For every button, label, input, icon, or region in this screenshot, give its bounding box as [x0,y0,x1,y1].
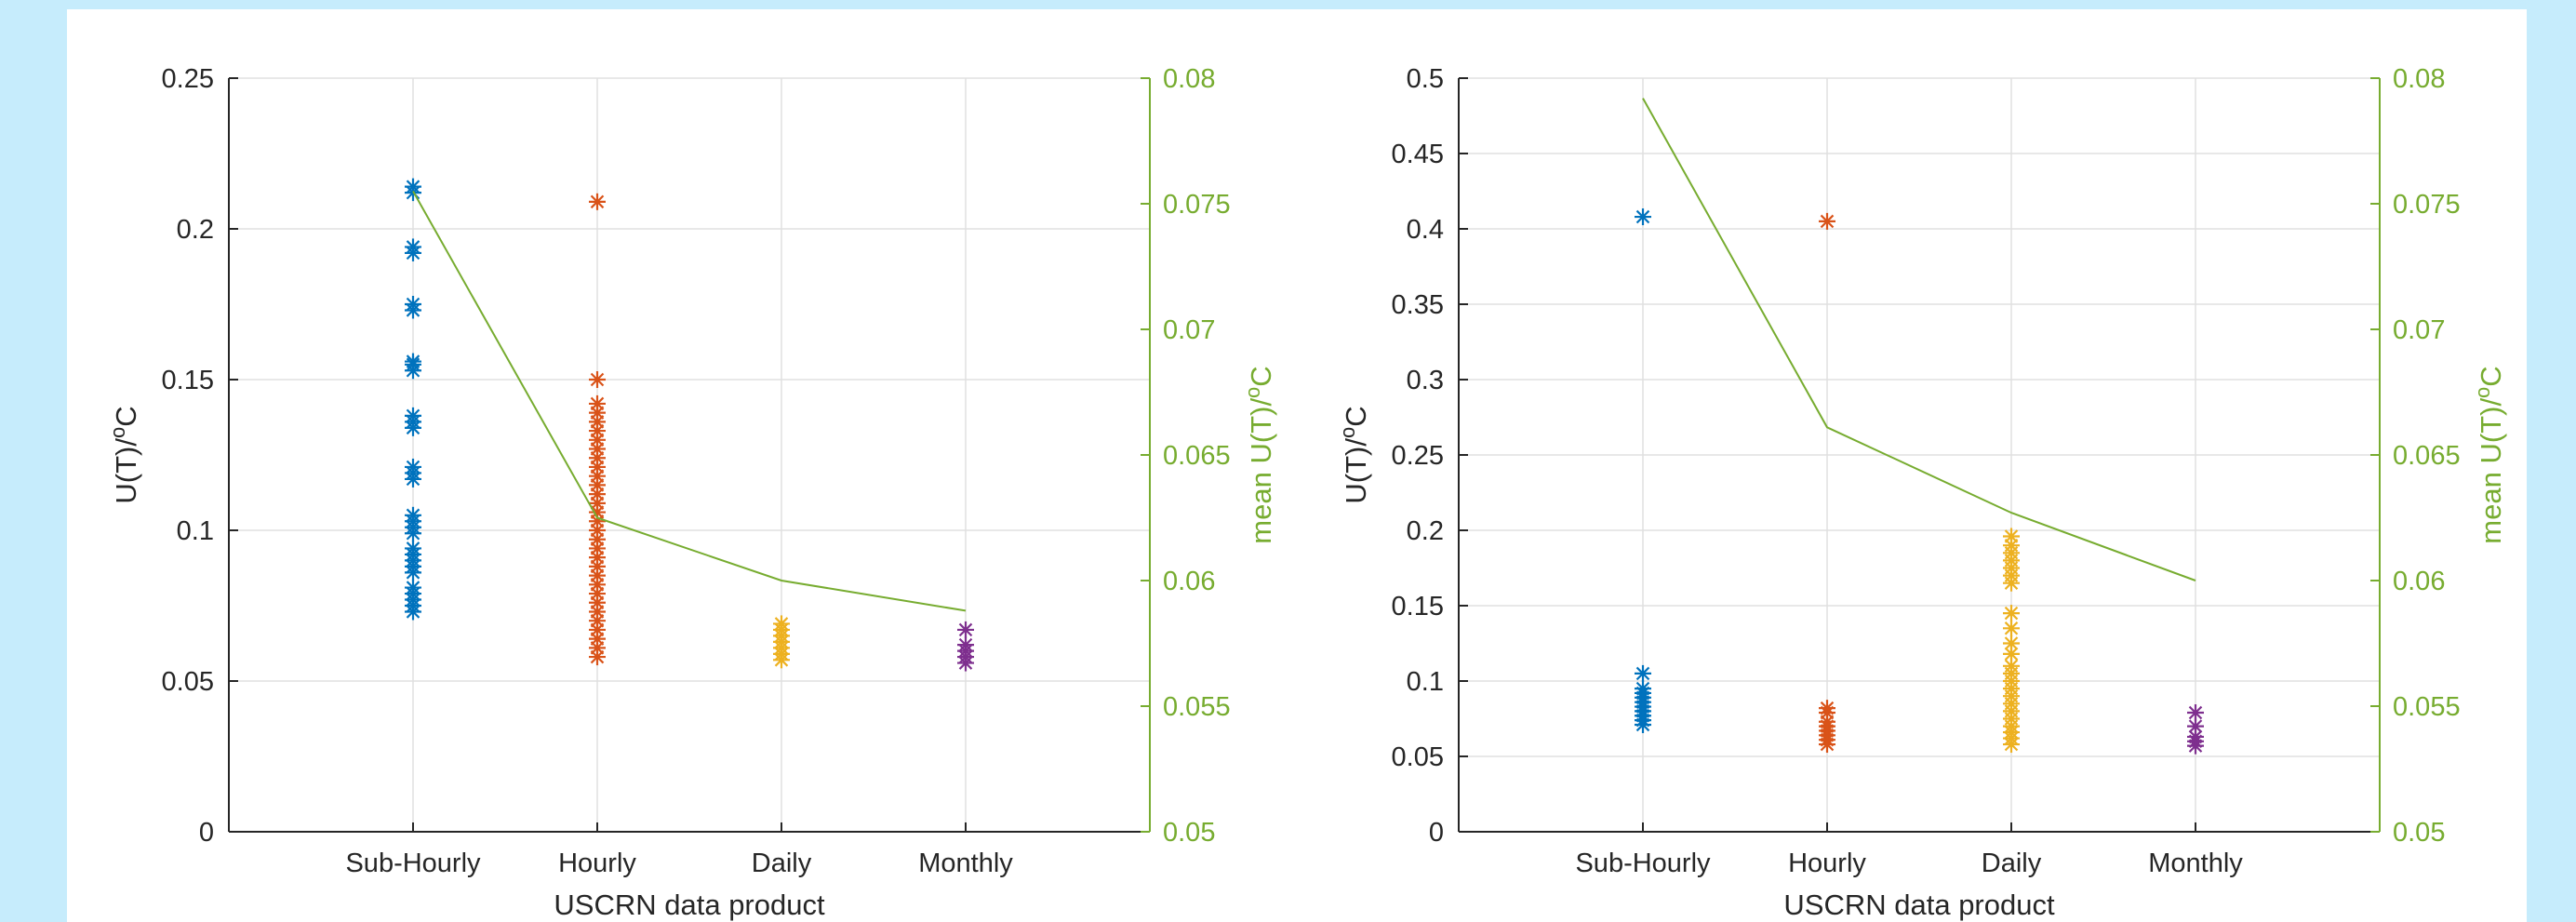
y-axis-title-part: U(T)/ [110,438,142,504]
y2-tick-label: 0.08 [1163,64,1215,94]
data-point-sub-hourly [405,540,421,557]
chart-panel-2: 0 0.05 0.1 0.15 0.2 0.25 0.3 0.35 0.4 0.45 0.5 0.05… [1336,64,2507,921]
chart-panel-1: 0 0.05 0.1 0.15 0.2 0.25 0.05 0.055 0.06 0.065 0.0… [106,64,1277,921]
x-tick-label: Monthly [918,849,1013,878]
y-axis-title-part: C [1340,406,1372,426]
y-tick-label: 0.3 [1407,366,1444,395]
y-tick-label: 0.1 [177,516,214,546]
data-point-hourly [589,371,606,388]
data-point-hourly [1819,700,1835,717]
y2-tick-label: 0.06 [2393,567,2445,596]
y2-axis-title-part: mean U(T)/ [1245,398,1277,544]
y2-tick-label: 0.05 [1163,818,1215,848]
y2-tick-label: 0.08 [2393,64,2445,94]
y2-axis-title-part: C [1245,366,1277,386]
x-tick-label: Daily [752,849,812,878]
y-tick-label: 0 [1429,818,1444,848]
data-point-sub-hourly [405,579,421,596]
x-tick-label: Hourly [1788,849,1866,878]
y-tick-label: 0.5 [1407,64,1444,94]
y-tick-label: 0.4 [1407,215,1444,245]
data-point-sub-hourly [1635,208,1651,226]
gridlines [1459,77,2380,833]
y2-tick-label: 0.075 [1163,190,1231,220]
data-point-sub-hourly [1635,680,1651,698]
x-tick-label: Hourly [558,849,636,878]
y2-tick-label: 0.05 [2393,818,2445,848]
data-point-monthly [957,636,974,654]
y-tick-label: 0.1 [1407,667,1444,697]
y2-axis-title-part: C [2475,366,2507,386]
x-axis-title: USCRN data product [554,889,825,921]
data-point-hourly [589,394,606,412]
data-point-daily [2003,620,2020,637]
y-tick-label: 0.05 [1392,742,1444,772]
x-tick-label: Daily [1982,849,2042,878]
y-tick-label: 0.05 [162,667,214,697]
mean-line [1642,98,2196,581]
y2-axis-title-part: mean U(T)/ [2475,398,2507,544]
figure: 0 0.05 0.1 0.15 0.2 0.25 0.05 0.055 0.06 0.065 0.0… [67,9,2527,922]
data-point-daily [2003,635,2020,652]
y2-tick-label: 0.075 [2393,190,2461,220]
mean-line [412,191,967,612]
y2-tick-label: 0.055 [1163,692,1231,722]
y-axis-title-part: C [110,406,142,426]
data-point-sub-hourly [405,506,421,524]
y-tick-label: 0.15 [162,366,214,395]
y2-tick-label: 0.055 [2393,692,2461,722]
y-tick-label: 0.25 [162,64,214,94]
y2-axis-title: mean U(T)/oC [2471,366,2507,543]
data-point-sub-hourly [1635,664,1651,682]
x-tick-label: Sub-Hourly [1575,849,1711,878]
data-point-monthly [957,621,974,638]
y-axis-title-part: o [1336,427,1359,438]
y2-axis-title: mean U(T)/oC [1241,366,1277,543]
data-point-sub-hourly [405,407,421,424]
y-axis-title-part: U(T)/ [1340,438,1372,504]
y-tick-label: 0.15 [1392,592,1444,621]
y2-axis-title-part: o [2471,387,2494,398]
y2-tick-label: 0.065 [1163,441,1231,471]
y-tick-label: 0 [199,818,214,848]
data-point-sub-hourly [405,458,421,475]
data-points [1635,208,2204,755]
data-points [405,178,974,672]
data-point-daily [2003,605,2020,622]
y-tick-label: 0.35 [1392,290,1444,320]
y-tick-label: 0.2 [177,215,214,245]
y2-tick-label: 0.07 [2393,315,2445,345]
y2-tick-label: 0.06 [1163,567,1215,596]
x-tick-label: Monthly [2148,849,2243,878]
y-tick-label: 0.2 [1407,516,1444,546]
data-point-sub-hourly [405,238,421,256]
chart-canvas: 0 0.05 0.1 0.15 0.2 0.25 0.05 0.055 0.06 0.065 0.0… [106,64,2507,921]
y-tick-label: 0.45 [1392,140,1444,169]
y-tick-label: 0.25 [1392,441,1444,471]
data-point-monthly [2187,704,2204,722]
y2-axis-title-part: o [1241,387,1264,398]
y-axis-title: U(T)/oC [1336,406,1372,503]
data-point-sub-hourly [405,353,421,370]
data-point-sub-hourly [405,296,421,313]
x-axis-title: USCRN data product [1783,889,2055,921]
x-tick-label: Sub-Hourly [345,849,481,878]
data-point-hourly [589,193,606,210]
y-axis-title: U(T)/oC [106,406,142,503]
y2-tick-label: 0.07 [1163,315,1215,345]
data-point-hourly [1819,212,1835,230]
y-axis-title-part: o [106,427,129,438]
data-point-daily [773,615,790,633]
y2-tick-label: 0.065 [2393,441,2461,471]
gridlines [229,77,1150,833]
data-point-daily [2003,528,2020,545]
